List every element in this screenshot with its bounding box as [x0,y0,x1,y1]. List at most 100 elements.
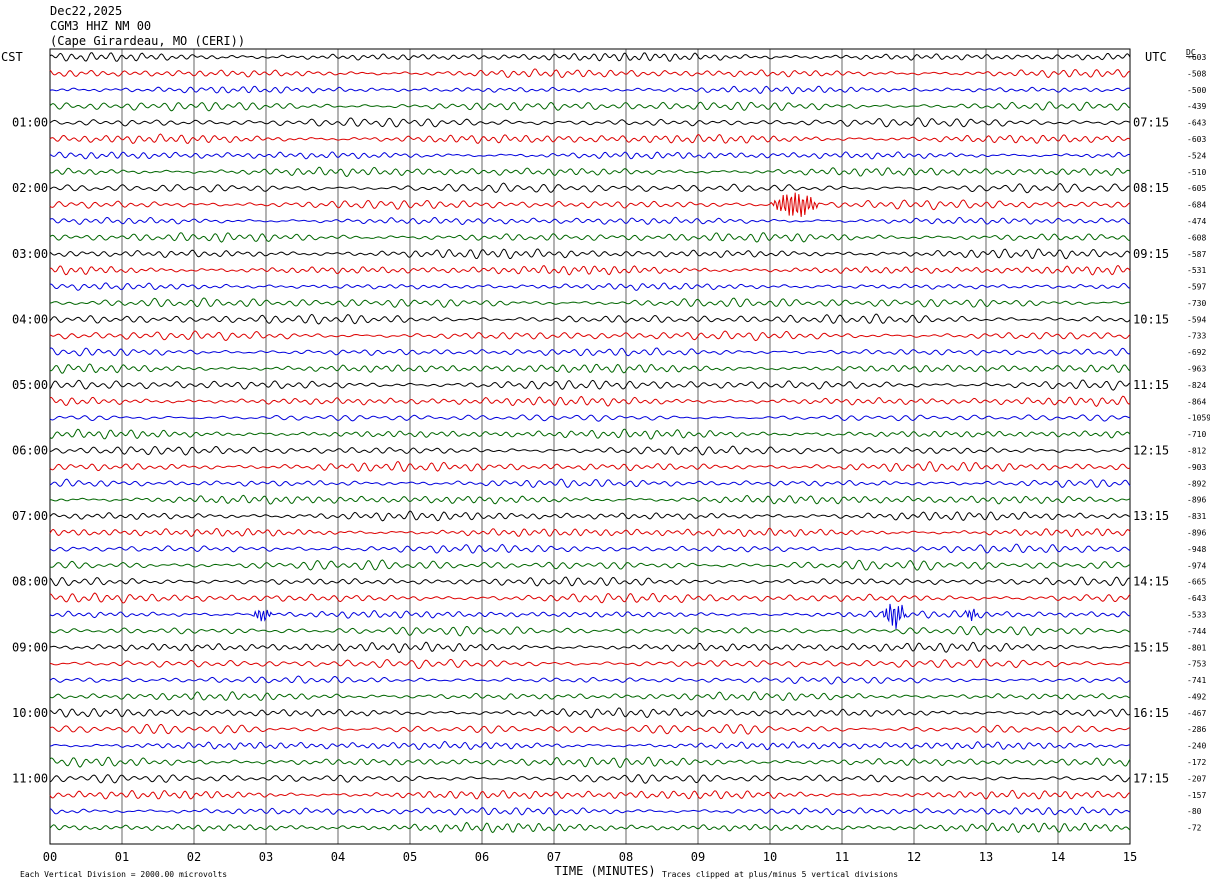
dc-offset-label: -207 [1187,774,1206,783]
footer-clip-note: Traces clipped at plus/minus 5 vertical … [662,870,898,879]
utc-hour-label: 12:15 [1133,444,1169,458]
seismic-trace [49,723,1131,735]
dc-offset-label: -1059 [1187,414,1210,423]
seismic-trace [49,297,1131,308]
dc-offset-label: -510 [1187,168,1206,177]
dc-offset-label: -286 [1187,725,1206,734]
x-tick-label: 08 [619,850,633,864]
x-tick-label: 05 [403,850,417,864]
x-tick-label: 03 [259,850,273,864]
seismic-trace [49,363,1131,374]
seismic-trace [50,494,1131,505]
cst-hour-label: 04:00 [12,312,48,326]
dc-offset-label: -605 [1187,184,1206,193]
x-tick-label: 04 [331,850,345,864]
cst-hour-label: 06:00 [12,444,48,458]
utc-hour-label: 10:15 [1133,312,1169,326]
seismic-trace [49,445,1131,456]
header-location: (Cape Girardeau, MO (CERI)) [50,34,246,48]
seismic-trace [49,117,1131,128]
seismic-trace [49,641,1131,654]
dc-offset-label: -439 [1187,102,1206,111]
seismic-trace [49,527,1131,538]
dc-header-label: DC [1186,48,1196,57]
seismic-trace [49,264,1131,276]
header-date: Dec22,2025 [50,4,123,18]
dc-offset-label: -533 [1187,610,1206,619]
dc-offset-label: -753 [1187,660,1206,669]
dc-offset-label: -80 [1187,807,1202,816]
seismic-trace [49,330,1131,342]
seismic-trace [49,789,1131,800]
dc-offset-label: -692 [1187,348,1206,357]
seismic-trace [49,101,1131,112]
dc-offset-label: -508 [1187,69,1206,78]
seismic-trace [49,216,1131,226]
dc-offset-label: -948 [1187,545,1206,554]
dc-offset-label: -240 [1187,742,1206,751]
x-tick-label: 11 [835,850,849,864]
utc-hour-label: 11:15 [1133,378,1169,392]
seismic-trace [49,52,1131,62]
dc-offset-label: -730 [1187,299,1206,308]
cst-hour-label: 02:00 [12,181,48,195]
dc-offset-label: -665 [1187,578,1206,587]
utc-hour-label: 17:15 [1133,771,1169,785]
left-timezone-label: CST [1,50,23,64]
seismic-trace [49,603,1130,630]
cst-hour-label: 09:00 [12,640,48,654]
seismic-trace [49,806,1131,816]
seismic-trace [49,756,1131,769]
seismic-trace [49,707,1131,719]
cst-hour-label: 10:00 [12,706,48,720]
dc-offset-label: -467 [1187,709,1206,718]
seismic-trace [49,543,1131,554]
seismic-trace [49,85,1131,95]
dc-offset-label: -643 [1187,594,1206,603]
dc-offset-label: -608 [1187,233,1206,242]
x-tick-label: 10 [763,850,777,864]
dc-offset-label: -812 [1187,447,1206,456]
dc-offset-label: -801 [1187,643,1206,652]
dc-offset-label: -892 [1187,479,1206,488]
seismic-trace [49,658,1131,670]
dc-offset-label: -157 [1187,791,1206,800]
dc-offset-label: -896 [1187,528,1206,537]
dc-offset-label: -172 [1187,758,1206,767]
seismic-trace [49,675,1131,685]
dc-offset-label: -500 [1187,86,1206,95]
seismic-trace [49,232,1130,243]
seismic-trace [49,478,1131,488]
dc-offset-label: -684 [1187,201,1206,210]
dc-offset-label: -603 [1187,135,1206,144]
seismic-trace [49,395,1131,408]
seismic-trace [49,166,1131,178]
cst-hour-label: 05:00 [12,378,48,392]
dc-offset-label: -643 [1187,119,1206,128]
utc-hour-label: 07:15 [1133,116,1169,130]
utc-hour-label: 13:15 [1133,509,1169,523]
seismic-trace [49,379,1131,391]
dc-offset-label: -864 [1187,397,1206,406]
x-tick-label: 01 [115,850,129,864]
cst-hour-label: 07:00 [12,509,48,523]
dc-offset-label: -974 [1187,561,1206,570]
seismic-trace [49,592,1131,604]
seismic-trace [49,740,1131,751]
utc-hour-label: 08:15 [1133,181,1169,195]
seismic-trace [49,313,1131,325]
utc-hour-label: 16:15 [1133,706,1169,720]
seismic-trace [49,182,1130,194]
right-timezone-label: UTC [1145,50,1167,64]
seismic-trace [49,192,1131,217]
dc-offset-label: -474 [1187,217,1206,226]
dc-offset-label: -603 [1187,53,1206,62]
x-tick-label: 00 [43,850,57,864]
cst-hour-label: 03:00 [12,247,48,261]
cst-hour-label: 01:00 [12,116,48,130]
dc-offset-label: -824 [1187,381,1206,390]
dc-offset-label: -492 [1187,692,1206,701]
x-tick-label: 06 [475,850,489,864]
seismic-trace [50,282,1131,291]
